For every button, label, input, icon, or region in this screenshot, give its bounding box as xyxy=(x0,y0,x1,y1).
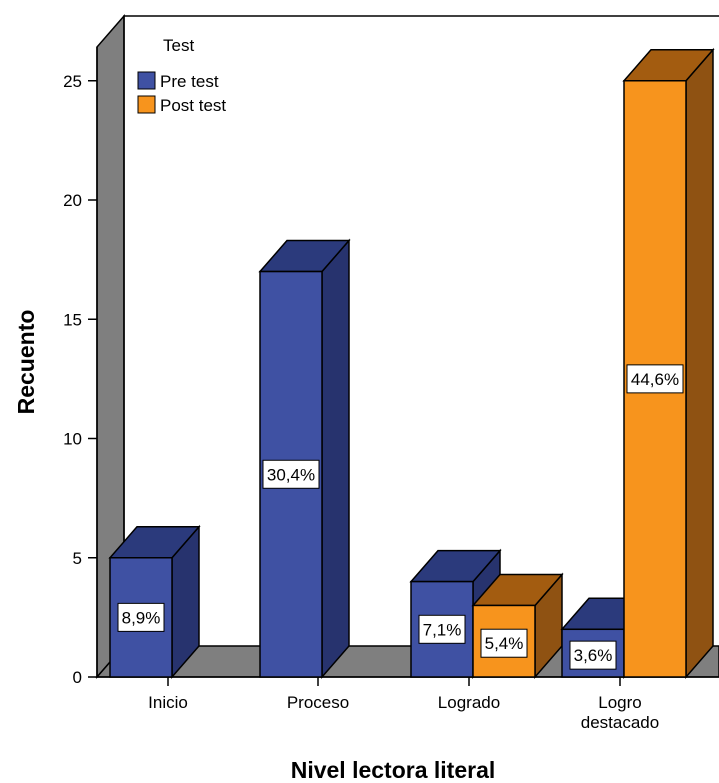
data-label: 30,4% xyxy=(267,465,315,484)
bar-pre-test-0: 8,9% xyxy=(108,524,201,680)
bar-side xyxy=(321,238,350,680)
x-tick-label: Inicio xyxy=(148,693,188,712)
y-tick-label: 15 xyxy=(63,310,82,329)
bars: 8,9% 30,4% 7,1% 5,4% 3,6% 44,6% xyxy=(108,47,715,680)
x-tick-label: Logro destacado xyxy=(581,693,659,732)
bar-pre-test-1: 30,4% xyxy=(258,238,351,680)
y-tick-label: 25 xyxy=(63,72,82,91)
y-tick-label: 10 xyxy=(63,430,82,449)
y-tick-label: 5 xyxy=(73,549,82,568)
bar-post-test-2: 5,4% xyxy=(471,572,564,680)
x-axis-title: Nivel lectora literal xyxy=(291,757,496,783)
y-axis-ticks: 0 5 10 15 20 25 xyxy=(63,72,97,687)
legend-label-1: Post test xyxy=(160,96,226,115)
data-label-box xyxy=(626,364,684,394)
x-tick-label: Proceso xyxy=(287,693,349,712)
data-label-box xyxy=(117,602,165,632)
y-axis-title: Recuento xyxy=(13,310,39,415)
data-label: 8,9% xyxy=(122,608,161,627)
bar-post-test-3: 44,6% xyxy=(622,47,715,680)
data-label-box xyxy=(418,614,466,644)
legend-title: Test xyxy=(163,36,194,55)
data-label: 3,6% xyxy=(574,646,613,665)
data-label: 5,4% xyxy=(485,634,524,653)
data-label: 7,1% xyxy=(423,620,462,639)
data-label-box xyxy=(480,628,528,658)
y-tick-label: 0 xyxy=(73,668,82,687)
data-label: 44,6% xyxy=(631,370,679,389)
legend: Test Pre test Post test xyxy=(137,36,226,115)
y-tick-label: 20 xyxy=(63,191,82,210)
data-label-box xyxy=(569,640,617,670)
bar-side xyxy=(685,47,714,680)
legend-swatch-0 xyxy=(137,71,156,90)
legend-label-0: Pre test xyxy=(160,72,219,91)
legend-swatch-1 xyxy=(137,95,156,114)
x-axis-ticks: Inicio Proceso Logrado Logro destacado xyxy=(148,677,659,732)
x-tick-label: Logrado xyxy=(438,693,500,712)
data-label-box xyxy=(262,459,320,489)
chart-frame xyxy=(123,15,719,646)
